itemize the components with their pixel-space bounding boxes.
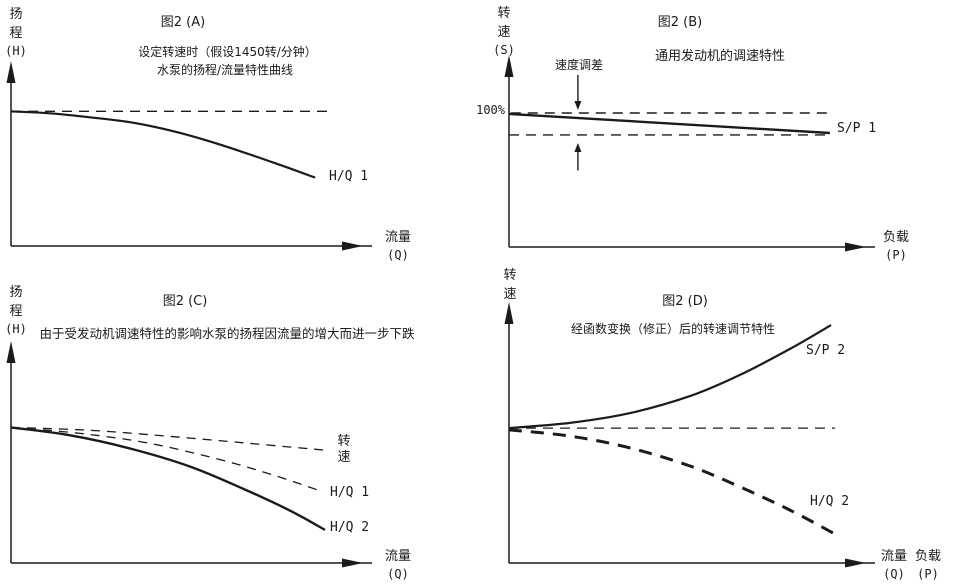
chart-d-curve-label-hq2: H/Q 2 (810, 494, 850, 509)
chart-b-curve-label-sp1: S/P 1 (837, 121, 877, 136)
curve-h-q-2 (508, 428, 834, 535)
chart-d-xlabel-load-unit: (P) (917, 567, 939, 581)
chart-d-plot (504, 302, 875, 568)
chart-a-xlabel-unit: (Q) (387, 248, 409, 262)
chart-d-ylabel-line1: 转 (503, 268, 517, 283)
chart-d-curve-label-sp2: S/P 2 (806, 343, 846, 358)
y-axis-arrow (6, 61, 16, 83)
chart-b-ylabel-line1: 转 (497, 6, 511, 21)
chart-a-y-axis-label: 扬 程 (H) (2, 5, 30, 60)
chart-a-curve-label-hq1: H/Q 1 (329, 169, 369, 184)
chart-c-ylabel-line2: 程 (9, 304, 23, 319)
x-axis-arrow (845, 242, 866, 252)
chart-d-title: 图2 (D) (662, 294, 708, 309)
chart-b-plot (504, 55, 875, 252)
x-axis-arrow (342, 241, 363, 251)
chart-b-droop-annotation: 速度调差 (555, 58, 604, 72)
chart-c-y-axis-label: 扬 程 (H) (2, 283, 30, 338)
chart-a-subtitle-2: 水泵的扬程/流量特性曲线 (156, 63, 294, 77)
chart-b-title: 图2 (B) (657, 15, 703, 30)
curve-h-q-1 (10, 426, 323, 493)
chart-a-subtitle-1: 设定转速时（假设1450转/分钟） (138, 45, 317, 59)
chart-d-xlabel-flow-unit: (Q) (883, 567, 905, 581)
x-axis-arrow (845, 558, 866, 568)
chart-c-ylabel-unit: (H) (5, 322, 27, 336)
chart-d-x-axis-label-flow: 流量 (Q) (874, 547, 914, 583)
chart-d-x-axis-label-load: 负载 (P) (908, 547, 948, 583)
chart-c-curve-label-hq2: H/Q 2 (330, 520, 370, 535)
chart-c-speed-label-line1: 转 (337, 434, 351, 449)
chart-a-ylabel-unit: (H) (5, 44, 27, 58)
chart-c-curve-label-speed: 转 速 (330, 434, 358, 466)
chart-b-ytick-100: 100% (476, 103, 505, 117)
chart-c-plot (6, 341, 372, 568)
droop-arrowhead-0 (574, 100, 582, 110)
curve-s-p-2 (508, 324, 832, 430)
chart-d-ylabel-line2: 速 (503, 287, 517, 302)
chart-a-plot (6, 61, 372, 251)
curve-s-p-1 (508, 112, 830, 135)
chart-a-xlabel-line1: 流量 (384, 230, 411, 245)
chart-c-speed-label-line2: 速 (337, 450, 351, 465)
chart-b-xlabel-line1: 负载 (882, 230, 909, 245)
y-axis-arrow (504, 55, 514, 77)
chart-b-subtitle: 通用发动机的调速特性 (654, 49, 785, 64)
chart-d-subtitle: 经函数变换（修正）后的转速调节特性 (570, 322, 775, 336)
y-axis-arrow (6, 341, 16, 363)
y-axis-arrow (504, 302, 514, 324)
chart-d-xlabel-flow-line1: 流量 (880, 549, 907, 564)
chart-c-title: 图2 (C) (162, 294, 208, 309)
chart-c-xlabel-unit: (Q) (387, 567, 409, 581)
chart-a-ylabel-line2: 程 (9, 26, 23, 41)
chart-b-ylabel-line2: 速 (497, 25, 511, 40)
chart-c-curve-label-hq1: H/Q 1 (330, 485, 370, 500)
chart-b-xlabel-unit: (P) (885, 248, 907, 262)
chart-a-ylabel-line1: 扬 (9, 7, 23, 22)
chart-c-xlabel-line1: 流量 (384, 549, 411, 564)
x-axis-arrow (342, 558, 363, 568)
chart-c-ylabel-line1: 扬 (9, 285, 23, 300)
chart-b-x-axis-label: 负载 (P) (876, 228, 916, 264)
chart-b-y-axis-label: 转 速 (S) (490, 4, 518, 59)
chart-d-y-axis-label: 转 速 (496, 266, 524, 304)
chart-c-x-axis-label: 流量 (Q) (378, 547, 418, 583)
curve-转速 (10, 426, 329, 452)
chart-d-xlabel-load-line1: 负载 (914, 549, 941, 564)
curve-h-q-1 (10, 110, 316, 179)
chart-b-ylabel-unit: (S) (493, 43, 515, 57)
chart-c-subtitle: 由于受发动机调速特性的影响水泵的扬程因流量的增大而进一步下跌 (39, 326, 415, 341)
curve-h-q-2 (10, 426, 326, 531)
chart-a-title: 图2 (A) (160, 15, 206, 30)
droop-arrowhead-1 (574, 143, 582, 153)
chart-a-x-axis-label: 流量 (Q) (378, 228, 418, 264)
